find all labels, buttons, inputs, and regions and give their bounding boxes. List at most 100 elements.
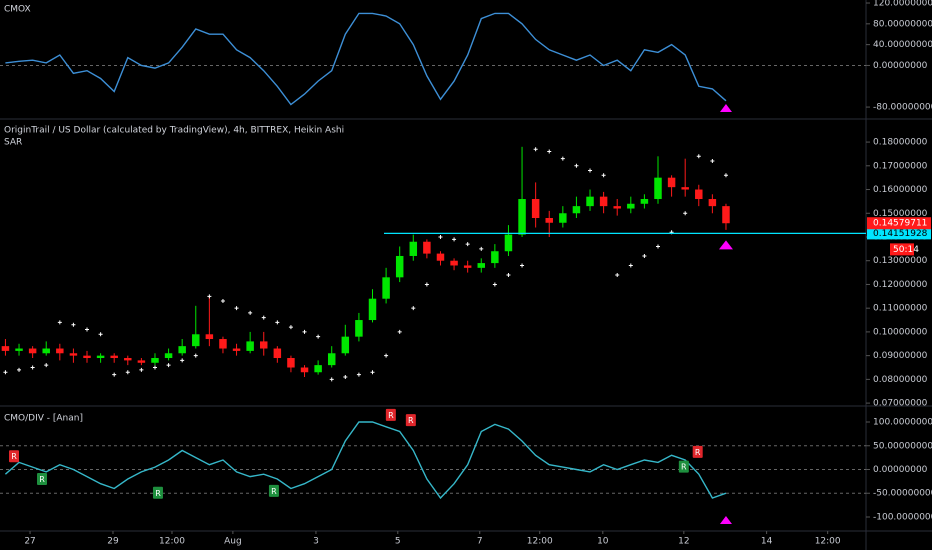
y-tick-label: 100.00000000 [873,418,932,428]
candle-body [491,251,499,264]
candle-body [192,334,200,347]
sar-dot [615,272,620,277]
divergence-label: R [695,448,701,457]
y-tick-label: 40.00000000 [873,40,932,50]
candle-body [504,234,513,252]
candle-body [137,360,146,363]
sar-dot [207,294,212,299]
sar-dot [520,263,525,268]
sar-dot [125,370,130,375]
x-tick-label: 14 [761,537,773,547]
candle-body [341,336,350,354]
y-tick-label: 0.16000000 [873,185,928,195]
sar-dot [302,329,307,334]
countdown-box [890,243,914,256]
x-tick-label: 12:00 [815,537,841,547]
countdown-label: 50:14 [893,245,919,255]
x-tick-label: Aug [224,537,242,547]
candle-body [409,241,418,256]
sar-dot [492,282,497,287]
candle-body [164,353,173,359]
candle-body [355,320,363,337]
divergence-label: R [271,487,277,496]
divergence-marker [385,408,396,421]
sar-dot [424,282,429,287]
candle-body [124,358,132,361]
candle-body [28,348,37,354]
candle-body [436,253,445,261]
y-tick-label: 0.11000000 [873,304,928,314]
sar-dot [547,149,552,154]
pane-title: CMO/DIV - [Anan] [4,414,83,424]
sar-dot [533,147,538,152]
sar-dot [696,154,701,159]
sar-dot [384,353,389,358]
hline-label-box [867,227,931,240]
y-tick-label: 0.12000000 [873,280,928,290]
candle-body [477,263,486,268]
sar-dot [723,173,728,178]
candle-body [586,196,594,207]
sar-dot [44,363,49,368]
sar-dot [560,156,565,161]
candle-body [205,334,214,340]
sar-dot [370,370,375,375]
sar-dot [98,332,103,337]
sar-dot [329,377,334,382]
sar-dot [506,272,511,277]
sar-dot [71,322,76,327]
candle-body [15,348,23,351]
candle-body [722,206,730,224]
sar-dot [152,365,157,370]
sar-dot [343,374,348,379]
divergence-marker [405,414,416,427]
sar-dot [275,320,280,325]
sar-dot [85,327,90,332]
sar-dot [3,370,8,375]
sar-dot [180,358,185,363]
candle-body [110,355,118,359]
y-tick-label: -80.00000000 [873,103,932,113]
x-tick-label: 12:00 [159,537,185,547]
candle-body [1,346,10,351]
candle-body [572,206,581,214]
last-price-box [867,217,931,230]
divergence-label: R [39,475,45,484]
candle-body [232,348,241,351]
candle-body [667,177,676,188]
sar-dot [234,306,239,311]
y-tick-label: 120.00000000 [873,0,932,9]
candle-body [69,353,78,356]
candle-body [314,365,322,373]
divergence-marker [268,484,279,497]
x-tick-label: 29 [107,537,119,547]
divergence-label: R [681,463,687,472]
candle-body [599,196,608,207]
sar-dot [465,242,470,247]
sar-dot [112,372,117,377]
candle-body [273,348,282,359]
candle-body [559,213,567,223]
hline-label: 0.14151928 [873,229,928,239]
y-tick-label: -100.00000000 [873,512,932,522]
y-tick-label: 0.13000000 [873,256,928,266]
x-tick-label: 7 [477,537,483,547]
y-tick-label: 0.09000000 [873,351,928,361]
sar-dot [397,329,402,334]
sar-dot [574,163,579,168]
sar-dot [166,363,171,368]
sar-dot [261,315,266,320]
x-tick-label: 27 [24,537,35,547]
indicator-name: SAR [4,138,22,148]
sar-dot [588,168,593,173]
sar-dot [438,234,443,239]
candle-body [654,177,662,200]
candle-body [96,355,105,359]
sar-dot [17,367,22,372]
divergence-marker [9,450,20,463]
y-tick-label: 80.00000000 [873,19,932,29]
divergence-label: R [408,416,414,425]
divergence-label: R [11,452,17,461]
candle-body [56,348,64,354]
